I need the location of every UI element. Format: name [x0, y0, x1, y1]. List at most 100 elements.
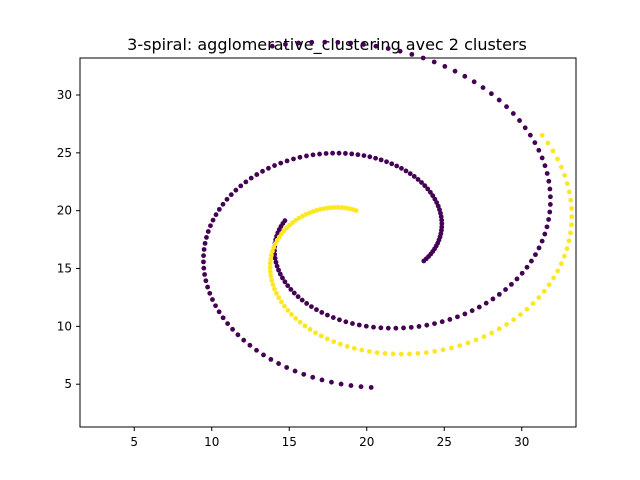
scatter-point	[496, 97, 502, 103]
scatter-point	[555, 268, 561, 274]
scatter-point	[325, 312, 330, 318]
scatter-point	[314, 307, 319, 313]
scatter-point	[261, 352, 266, 358]
scatter-point	[282, 303, 287, 309]
scatter-point	[302, 323, 308, 329]
scatter-point	[260, 168, 265, 174]
y-tick-label: 20	[57, 204, 72, 218]
scatter-point	[201, 259, 206, 265]
scatter-point	[420, 55, 426, 61]
x-tick-label: 10	[204, 435, 219, 449]
scatter-point	[289, 312, 294, 317]
scatter-point	[241, 337, 247, 343]
scatter-point	[324, 336, 330, 342]
scatter-point	[401, 325, 406, 331]
scatter-point	[349, 151, 355, 157]
scatter-point	[374, 350, 380, 356]
scatter-point	[424, 322, 430, 328]
scatter-point	[272, 163, 277, 168]
scatter-point	[235, 332, 241, 338]
scatter-point	[225, 321, 231, 327]
scatter-point	[272, 255, 278, 261]
scatter-point	[432, 321, 437, 326]
scatter-point	[285, 283, 291, 289]
scatter-point	[569, 214, 575, 220]
scatter-point	[503, 287, 508, 292]
scatter-point	[529, 258, 534, 264]
scatter-point	[203, 278, 209, 284]
scatter-point	[216, 206, 222, 212]
scatter-point	[284, 158, 290, 164]
scatter-point	[337, 317, 342, 323]
plot-area-frame	[79, 57, 577, 428]
scatter-point	[457, 343, 463, 349]
scatter-point	[309, 39, 315, 45]
scatter-point	[297, 319, 303, 325]
scatter-point	[313, 330, 318, 336]
scatter-point	[407, 171, 413, 177]
scatter-point	[522, 125, 528, 131]
scatter-point	[546, 282, 552, 288]
scatter-point	[343, 151, 348, 156]
scatter-point	[322, 39, 328, 45]
scatter-point	[350, 321, 355, 326]
scatter-point	[233, 187, 239, 193]
scatter-point	[390, 351, 396, 357]
scatter-point	[361, 42, 366, 47]
scatter-point	[384, 159, 389, 165]
scatter-point	[489, 330, 495, 336]
y-tick-label: 5	[64, 377, 72, 391]
scatter-point	[510, 111, 516, 116]
scatter-point	[544, 224, 550, 230]
scatter-point	[425, 186, 431, 192]
scatter-point	[284, 365, 290, 370]
scatter-point	[213, 212, 219, 218]
scatter-point	[550, 148, 556, 154]
scatter-point	[427, 189, 433, 195]
scatter-point	[283, 41, 288, 47]
scatter-point	[248, 175, 254, 181]
scatter-point	[276, 361, 281, 366]
scatter-point	[332, 205, 337, 210]
scatter-point	[269, 252, 274, 258]
scatter-point	[304, 153, 309, 159]
scatter-point	[411, 174, 417, 179]
scatter-point	[228, 192, 234, 198]
scatter-point	[519, 270, 525, 276]
scatter-point	[358, 384, 364, 390]
scatter-point	[558, 261, 564, 267]
scatter-point	[247, 342, 253, 348]
x-tick-label: 5	[130, 435, 138, 449]
scatter-point	[202, 272, 208, 277]
scatter-point	[269, 277, 275, 283]
scatter-point	[569, 222, 574, 228]
scatter-point	[270, 282, 276, 288]
scatter-point	[293, 315, 299, 321]
scatter-point	[465, 340, 471, 346]
scatter-point	[310, 152, 316, 158]
scatter-point	[338, 381, 344, 387]
scatter-point	[518, 312, 523, 318]
scatter-point	[366, 349, 372, 354]
scatter-point	[389, 161, 395, 167]
y-tick-label: 15	[57, 262, 72, 276]
scatter-point	[527, 132, 533, 138]
y-tick-label: 25	[57, 146, 72, 160]
scatter-point	[344, 343, 350, 349]
scatter-point	[208, 223, 213, 229]
scatter-point	[555, 156, 560, 162]
scatter-point	[568, 230, 573, 236]
scatter-point	[382, 351, 388, 356]
scatter-point	[266, 165, 271, 171]
scatter-point	[201, 265, 207, 271]
scatter-point	[539, 238, 545, 244]
scatter-point	[440, 347, 446, 353]
scatter-point	[431, 59, 437, 65]
scatter-point	[378, 325, 384, 331]
scatter-point	[367, 154, 373, 160]
scatter-point	[533, 252, 538, 258]
scatter-point	[204, 234, 209, 240]
scatter-point	[254, 172, 260, 177]
scatter-point	[301, 371, 307, 377]
